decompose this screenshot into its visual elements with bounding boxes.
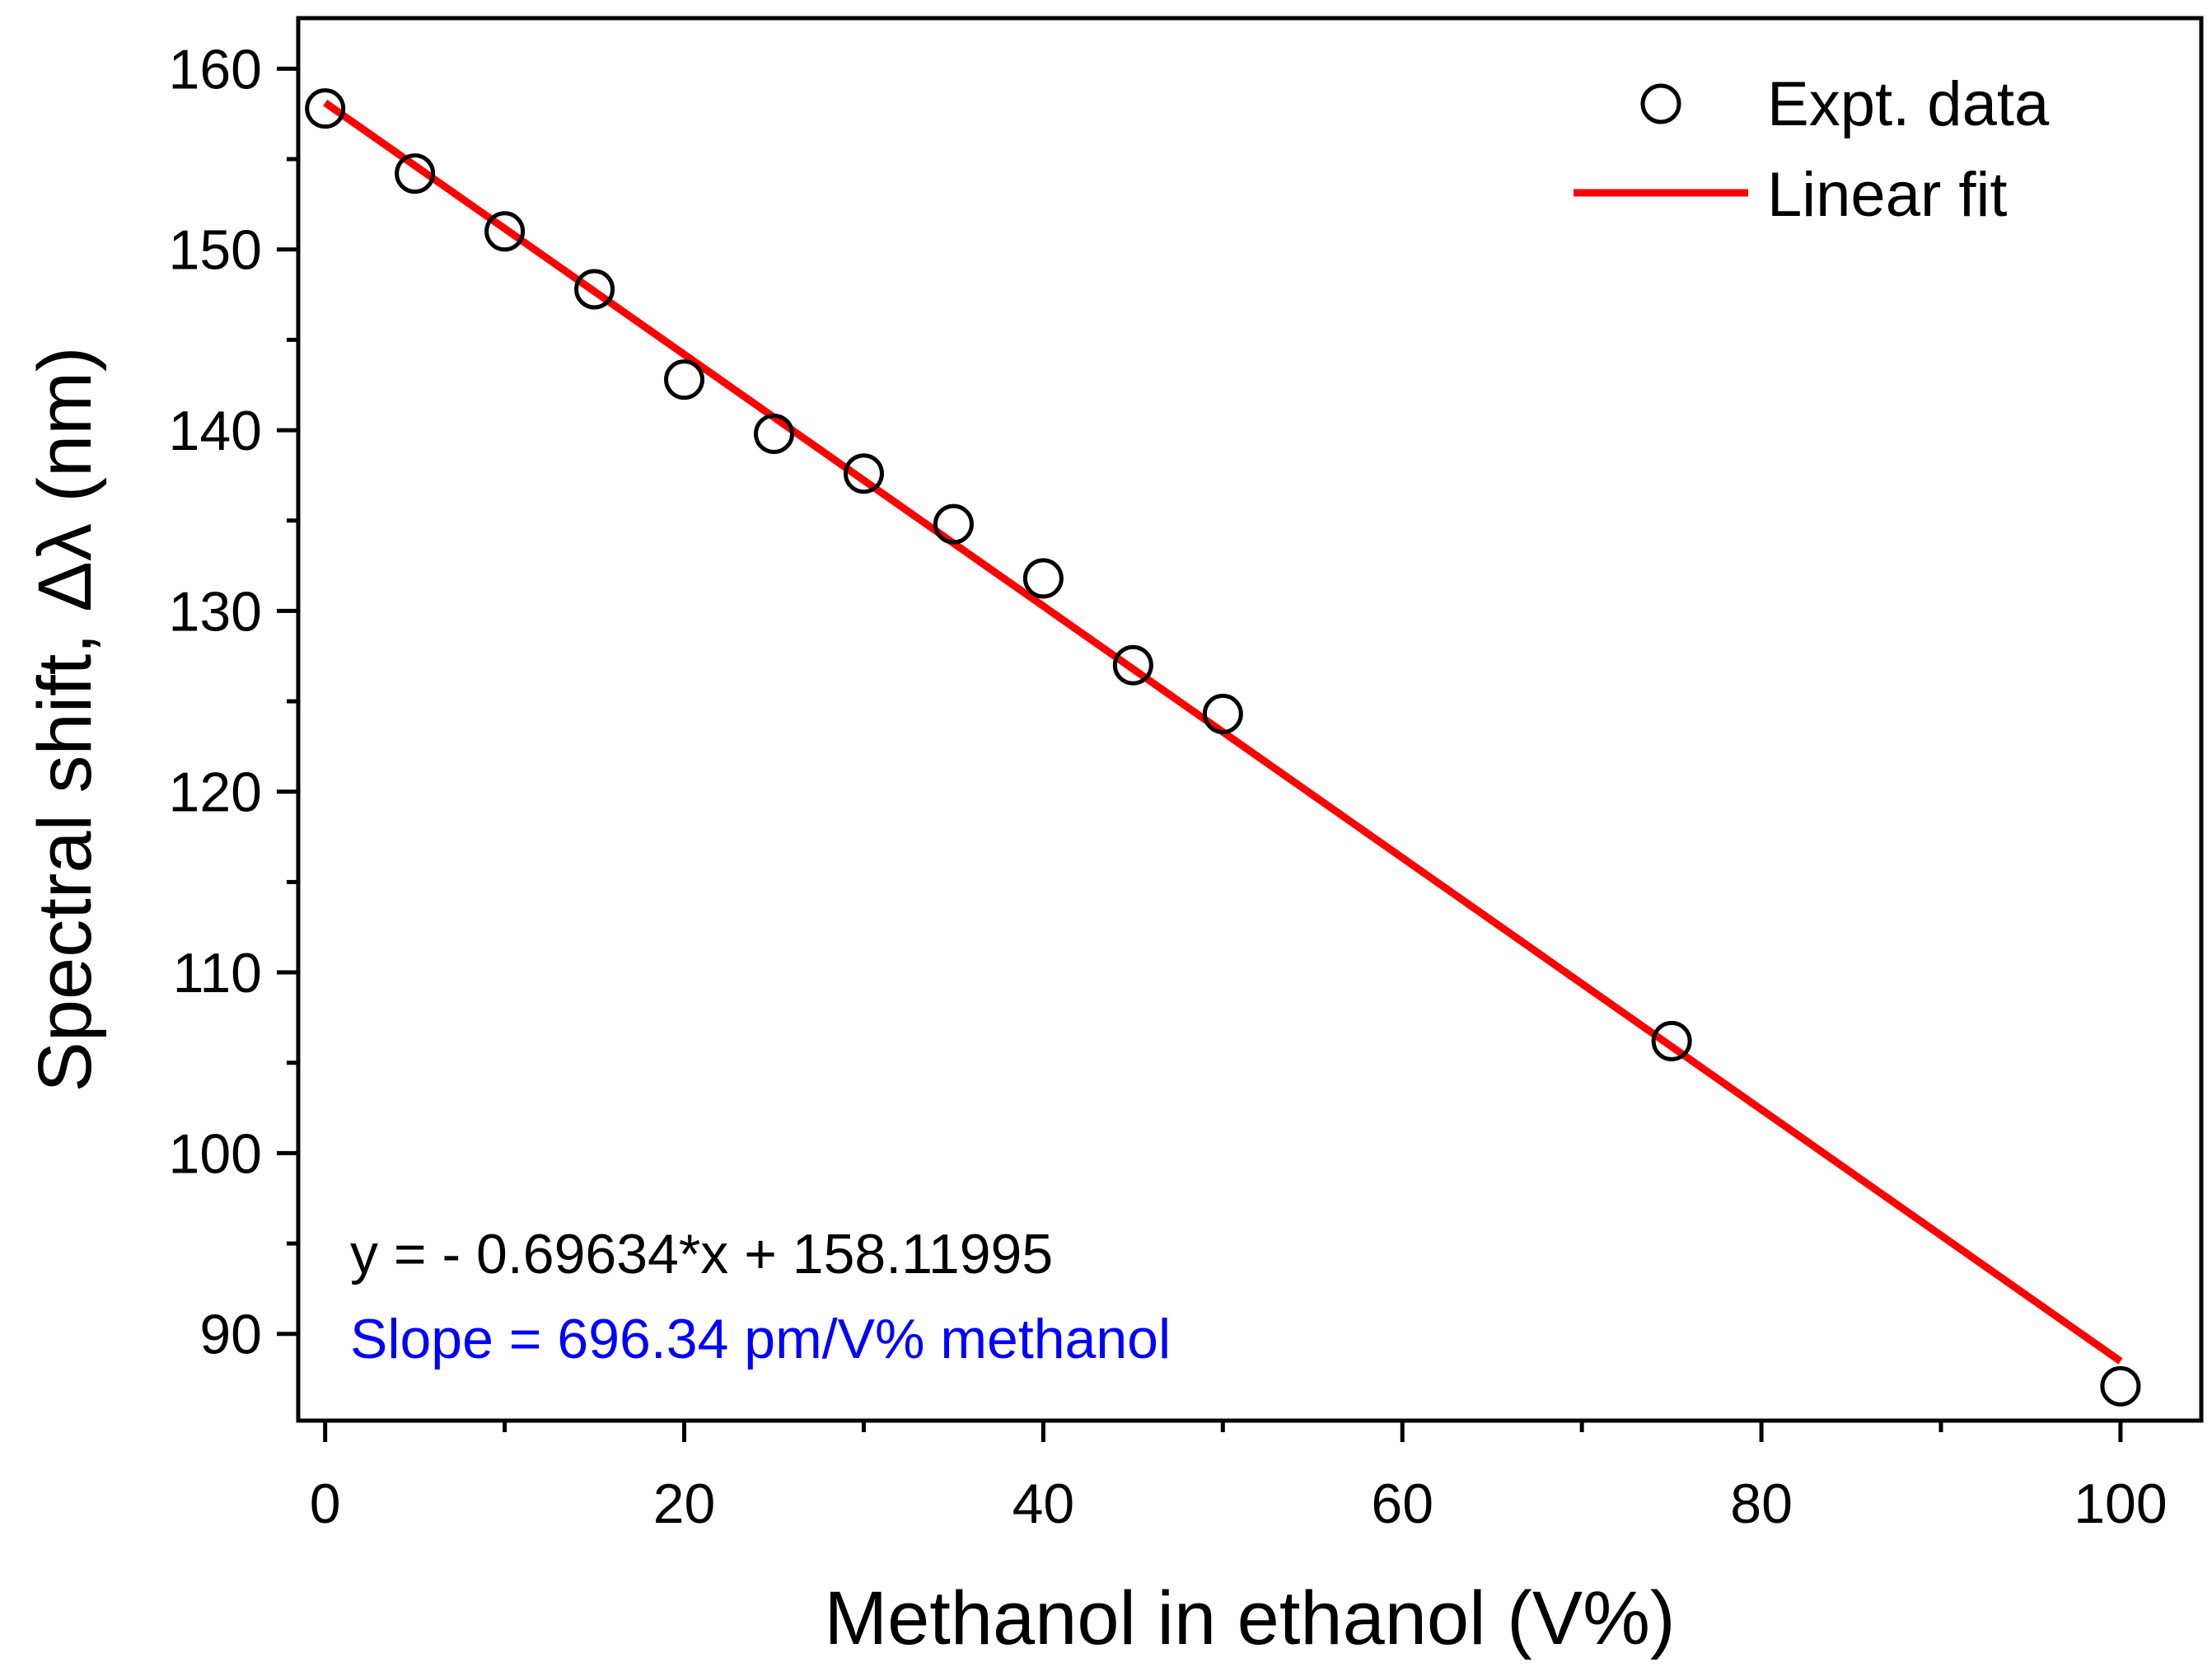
data-point (2100, 1365, 2141, 1407)
x-tick-label: 60 (1371, 1473, 1433, 1535)
x-tick-label: 40 (1012, 1473, 1075, 1535)
x-tick-label: 20 (653, 1473, 716, 1535)
y-tick-label: 120 (169, 761, 262, 824)
plot-frame (296, 16, 2204, 1423)
y-tick-label: 130 (169, 580, 262, 643)
data-point (484, 211, 526, 252)
legend-marker-expt-data (1640, 83, 1681, 124)
data-point (1022, 558, 1064, 599)
data-points-layer (305, 88, 2141, 1407)
y-tick-label: 100 (169, 1122, 262, 1185)
data-point (1112, 644, 1153, 686)
y-axis-ticks: 90 100 110 120 130 140 150 160 (169, 38, 298, 1366)
slope-annotation: Slope = 696.34 pm/V% methanol (350, 1308, 1171, 1370)
y-tick-label: 110 (173, 942, 262, 1004)
y-tick-label: 150 (169, 219, 262, 282)
legend-label-linear-fit: Linear fit (1767, 160, 2008, 230)
y-axis-title: Spectral shift, Δλ (nm) (23, 347, 107, 1093)
data-point (754, 413, 794, 454)
legend-label-expt-data: Expt. data (1767, 69, 2050, 139)
y-tick-label: 140 (169, 400, 262, 462)
data-point (664, 359, 705, 400)
x-tick-label: 100 (2074, 1473, 2167, 1535)
data-point (1651, 1020, 1692, 1061)
data-point (843, 453, 884, 494)
fit-equation: y = - 0.69634*x + 158.11995 (350, 1223, 1053, 1285)
data-point (574, 269, 615, 310)
y-tick-label: 160 (169, 38, 262, 101)
data-point (933, 503, 974, 545)
x-tick-label: 0 (310, 1473, 341, 1535)
data-point (305, 88, 346, 129)
x-axis-ticks: 0 20 40 60 80 100 (310, 1421, 2168, 1535)
data-point (1202, 693, 1243, 734)
legend: Expt. data Linear fit (1574, 69, 2050, 230)
y-tick-label: 90 (199, 1304, 262, 1366)
data-point (395, 153, 436, 194)
x-tick-label: 80 (1730, 1473, 1793, 1535)
x-axis-title: Methanol in ethanol (V%) (824, 1576, 1675, 1660)
